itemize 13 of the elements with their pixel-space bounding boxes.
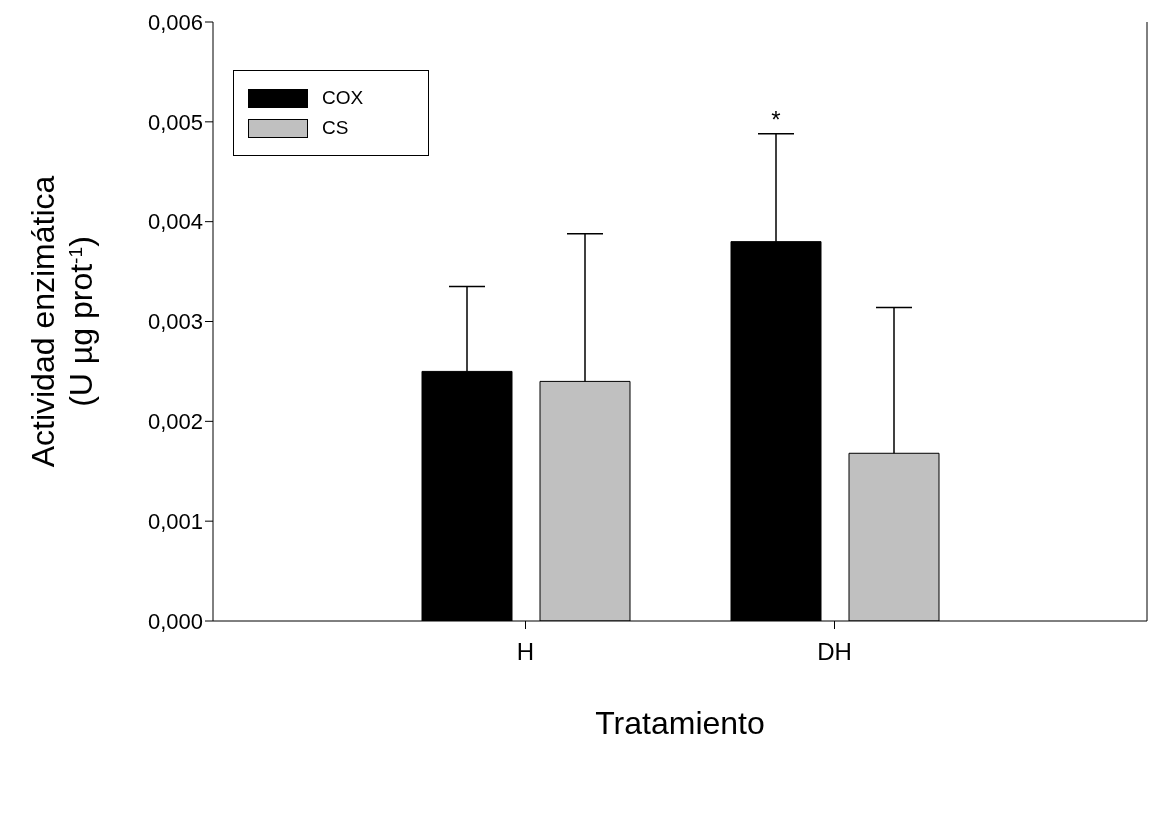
legend-label: CS [322, 117, 349, 139]
y-tick-label: 0,005 [147, 109, 203, 135]
x-axis-title: Tratamiento [595, 705, 765, 741]
y-tick-label: 0,000 [147, 608, 203, 634]
y-tick-label: 0,006 [147, 9, 203, 35]
x-tick-label: H [516, 638, 535, 666]
y-tick-label: 0,003 [147, 309, 203, 335]
annotation: * [771, 105, 781, 133]
legend-label: COX [322, 87, 364, 109]
y-tick-label: 0,001 [147, 508, 203, 534]
x-tick-label: DH [817, 638, 852, 666]
y-tick-label: 0,002 [147, 409, 203, 435]
y-tick-label: 0,004 [147, 209, 203, 235]
